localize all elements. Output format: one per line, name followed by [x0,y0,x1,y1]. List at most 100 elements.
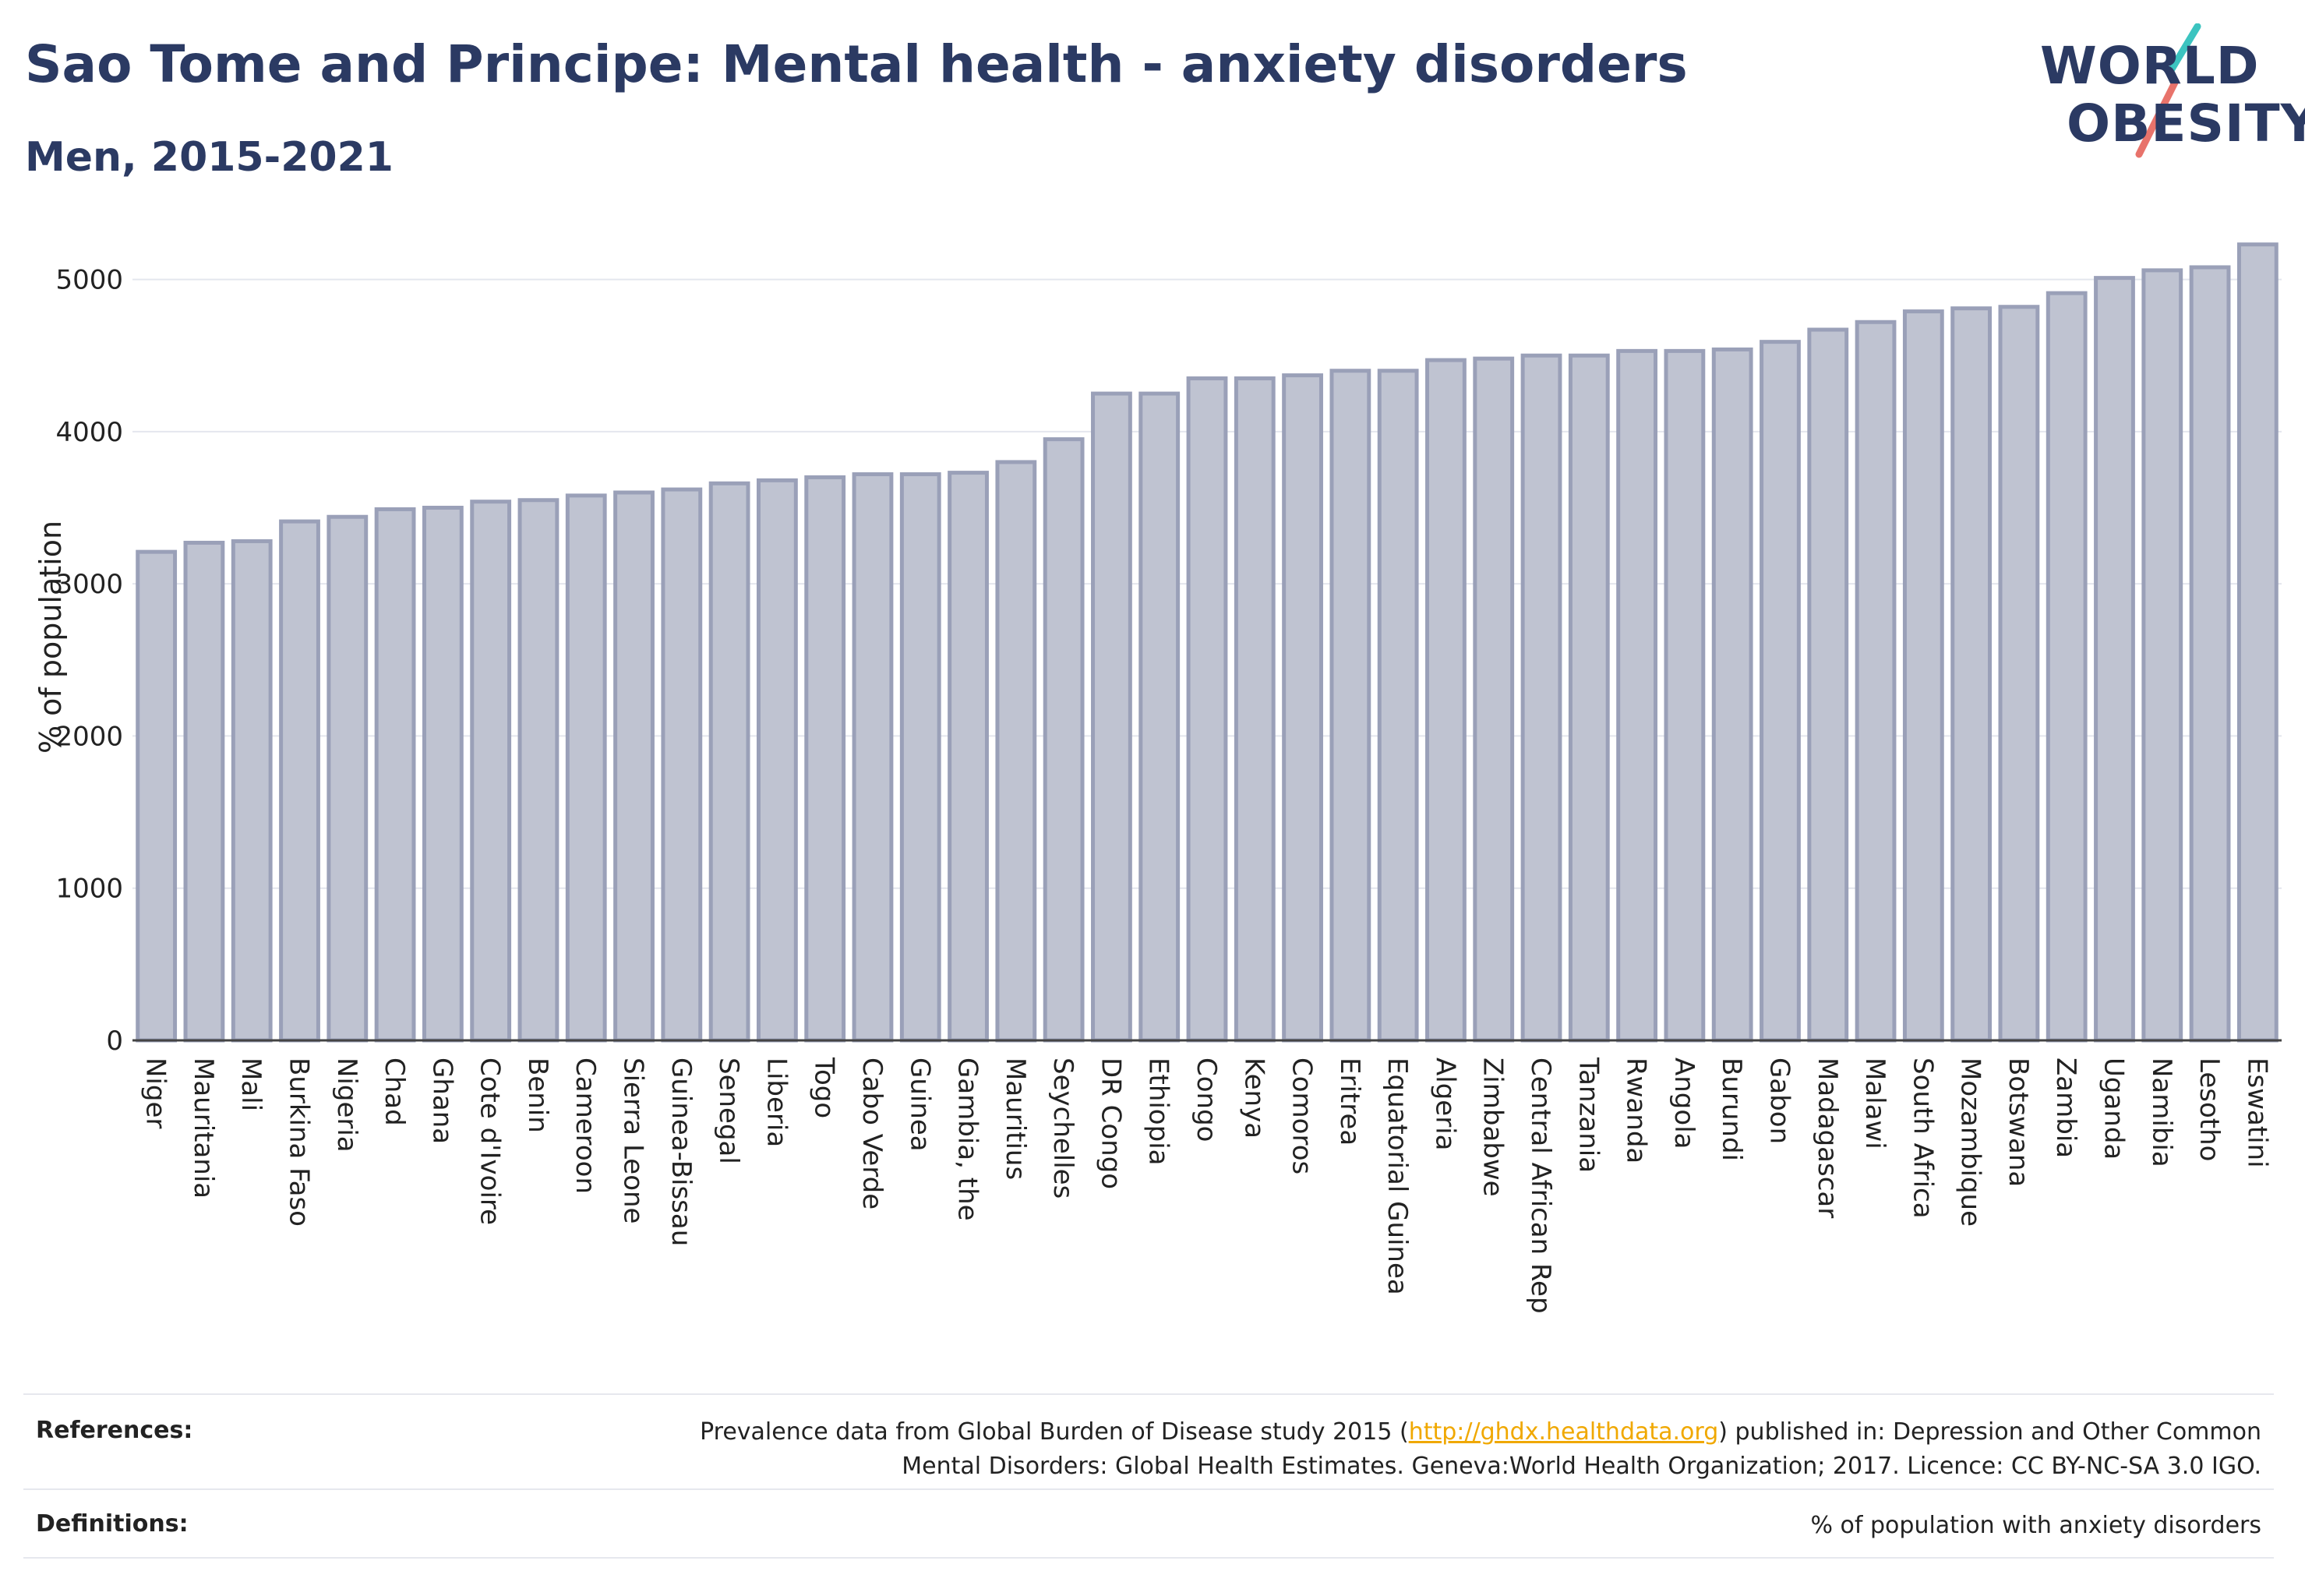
y-tick-label: 0 [106,1026,123,1057]
references-label: References: [36,1417,193,1444]
bar [1664,348,1706,1043]
bar [1616,348,1658,1043]
x-category-label: Nigeria [331,1058,362,1153]
bar [1282,373,1323,1043]
x-category-label: Kenya [1238,1058,1269,1139]
x-category-label: Equatorial Guinea [1382,1058,1413,1295]
x-category-label: Eritrea [1334,1058,1365,1146]
x-category-label: Chad [379,1058,410,1126]
definitions-row: Definitions: % of population with anxiet… [23,1488,2274,1559]
bar [1998,305,2040,1043]
bar [327,514,369,1043]
x-category-label: Namibia [2146,1058,2177,1167]
bar [422,506,464,1043]
x-category-label: Burkina Faso [284,1058,315,1227]
x-category-label: Ghana [426,1058,457,1144]
definitions-text: % of population with anxiety disorders [1810,1512,2261,1539]
bar [1568,353,1610,1043]
x-category-label: Botswana [2003,1058,2034,1187]
x-category-label: Tanzania [1573,1057,1604,1173]
x-category-label: Zambia [2050,1058,2081,1158]
x-category-label: Cabo Verde [856,1058,888,1209]
bar [613,490,655,1043]
x-category-label: Ethiopia [1143,1058,1174,1165]
bar [1186,376,1228,1043]
x-category-label: Togo [809,1057,840,1118]
bar [565,493,607,1043]
world-obesity-logo: WORLD OBESITY [2034,23,2305,164]
x-category-label: Mali [235,1058,267,1111]
bar [1855,320,1897,1043]
bar [756,478,798,1043]
bar [1043,437,1085,1043]
bar [1520,353,1562,1043]
bar [136,549,178,1043]
chart-title: Sao Tome and Principe: Mental health - a… [25,34,1688,94]
bar [661,487,703,1043]
bar [804,475,846,1043]
definitions-label: Definitions: [36,1510,189,1538]
x-category-label: Cote d'Ivoire [475,1058,506,1225]
x-category-label: Madagascar [1812,1058,1843,1218]
bar [1091,391,1132,1043]
bar [2046,291,2088,1043]
bar [1234,376,1276,1043]
x-category-label: Uganda [2098,1058,2129,1160]
x-category-label: Malawi [1859,1058,1890,1149]
bar [2141,268,2183,1043]
y-axis-title: % of population [34,521,68,754]
x-category-label: Seychelles [1047,1058,1078,1199]
logo-text-world: WORLD [2040,36,2260,96]
bar [374,507,416,1043]
x-category-label: Niger [140,1058,171,1128]
y-tick-label: 1000 [55,874,123,905]
references-text: Prevalence data from Global Burden of Di… [700,1415,2261,1484]
x-category-label: Guinea [904,1058,935,1152]
x-category-label: Rwanda [1621,1058,1652,1163]
bar [470,500,512,1043]
x-category-label: Angola [1668,1058,1700,1149]
x-category-label: Central African Rep [1525,1058,1556,1314]
x-category-label: Senegal [713,1058,744,1164]
bar [2094,276,2135,1043]
bar [1425,358,1467,1043]
x-category-label: Comoros [1287,1058,1318,1174]
x-category-label: Liberia [761,1058,792,1147]
references-link[interactable]: http://ghdx.healthdata.org [1408,1418,1719,1446]
bar [1329,369,1371,1043]
bar [1950,306,1993,1043]
x-category-label: Sierra Leone [618,1058,649,1223]
y-tick-label: 2000 [55,721,123,752]
x-category-label: Benin [522,1058,553,1133]
bar [948,471,989,1043]
x-category-label: Zimbabwe [1477,1058,1509,1197]
x-category-label: Guinea-Bissau [665,1058,697,1246]
bar [1377,369,1419,1043]
references-prefix: Prevalence data from Global Burden of Di… [700,1418,1409,1446]
bar [183,540,225,1043]
bar-chart: 0 1000 2000 3000 4000 5000 % of population Nige… [34,242,2282,1314]
x-category-label: Cameroon [570,1058,601,1194]
bar [2236,242,2279,1043]
y-tick-label: 3000 [55,569,123,600]
bar [517,498,559,1043]
bar [279,519,320,1043]
references-line2: Mental Disorders: Global Health Estimate… [902,1453,2261,1480]
bar [1760,340,1801,1043]
x-category-label: Mozambique [1955,1058,1986,1227]
x-category-label: Gambia, the [952,1058,983,1221]
bar [995,460,1037,1043]
x-category-label: DR Congo [1095,1058,1126,1189]
references-row: References: Prevalence data from Global … [23,1393,2274,1490]
logo-text-obesity: OBESITY [2067,94,2305,154]
x-category-label: Mauritania [188,1058,219,1199]
x-category-label: Algeria [1429,1058,1460,1150]
chart-subtitle: Men, 2015-2021 [25,134,394,181]
bar [708,481,750,1043]
x-category-label: Mauritius [1000,1058,1031,1180]
bar [1902,309,1944,1043]
bar [2189,265,2231,1043]
x-category-label: Eswatini [2241,1058,2272,1168]
bar [1711,347,1753,1043]
bar [899,472,941,1043]
